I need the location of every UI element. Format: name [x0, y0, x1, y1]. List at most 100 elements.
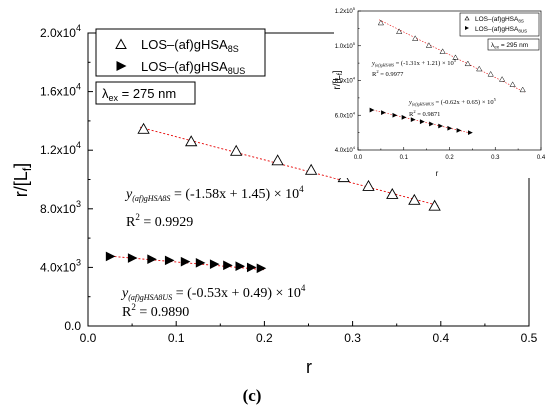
- main-x-tick-label: 0.3: [344, 331, 361, 345]
- inset-y-tick-label: 8.0x104: [335, 76, 356, 85]
- inset-point-8us: [419, 119, 425, 125]
- inset-chart: 0.0 0.1 0.2 0.3 0.4 4.0x104 6.0x104 8.0x104 1.0x…: [332, 6, 550, 178]
- inset-point-8s: [377, 19, 385, 26]
- main-y-tick-label: 1.2x104: [40, 140, 81, 157]
- main-point-8us: [256, 263, 267, 274]
- main-point-8s: [386, 187, 399, 199]
- inset-point-8s: [519, 86, 526, 93]
- main-point-8us: [180, 256, 191, 267]
- inset-excitation-label: λex = 295 nm: [487, 38, 540, 51]
- inset-point-8s: [498, 76, 506, 82]
- main-point-8us: [195, 258, 206, 268]
- main-y-tick-label: 0.0: [64, 319, 81, 333]
- inset-legend-marker-8s: [464, 15, 470, 21]
- inset-x-tick-label: 0.1: [400, 155, 409, 161]
- inset-y-tick-label: 1.2x105: [335, 6, 356, 15]
- main-r2-8us: R2 = 0.9890: [122, 302, 189, 320]
- inset-point-8us: [456, 127, 462, 133]
- main-point-8s: [304, 163, 318, 175]
- inset-r2-8us: R2 = 0.9871: [409, 109, 440, 118]
- main-x-tick-label: 0.1: [168, 331, 185, 345]
- main-y-tick-label: 1.6x104: [40, 82, 81, 99]
- inset-x-tick-label: 0.4: [537, 155, 546, 161]
- inset-point-8s: [509, 81, 516, 87]
- main-y-tick-label: 2.0x104: [40, 23, 81, 40]
- main-point-8s: [362, 179, 375, 191]
- inset-point-8us: [392, 112, 398, 118]
- main-point-8s: [271, 154, 284, 166]
- inset-x-tick-label: 0.3: [491, 155, 500, 161]
- main-point-8us: [105, 251, 116, 262]
- main-point-8s: [230, 144, 243, 156]
- main-point-8us: [127, 253, 138, 263]
- inset-excitation-text: λex = 295 nm: [491, 42, 528, 50]
- inset-point-8s: [425, 42, 433, 48]
- inset-y-tick-label: 6.0x104: [335, 110, 356, 119]
- inset-point-8s: [439, 48, 446, 54]
- inset-y-tick-label: 1.0x105: [335, 41, 356, 50]
- inset-point-8us: [381, 110, 386, 116]
- main-point-8us: [235, 261, 246, 272]
- main-point-8us: [223, 260, 233, 271]
- inset-point-8s: [464, 60, 471, 67]
- main-excitation-label: λex = 275 nm: [95, 81, 196, 105]
- inset-legend-label-8s: LOS–(af)gHSA8S: [475, 16, 524, 24]
- main-legend-label-8s: LOS–(af)gHSA8S: [141, 37, 239, 54]
- main-point-8s: [408, 193, 421, 205]
- inset-point-8us: [410, 117, 416, 122]
- inset-point-8us: [369, 107, 375, 113]
- inset-y-axis-label: r/[Lf]: [332, 70, 344, 89]
- inset-point-8s: [452, 54, 459, 60]
- inset-equation-8us: y(af)gHSA8US = (-0.62x + 0.65) × 105: [408, 97, 497, 107]
- inset-equation-8s: y(af)gHSA8S = (-1.31x + 1.21) × 105: [371, 58, 457, 68]
- inset-legend-box: [459, 12, 540, 37]
- inset-legend-label-8us: LOS–(af)gHSA8US: [475, 26, 527, 34]
- inset-point-8us: [438, 123, 444, 129]
- inset-point-8us: [467, 130, 473, 136]
- main-legend-marker-8s: [115, 38, 127, 49]
- main-point-8us: [147, 254, 157, 264]
- main-fit-line-8s: [139, 126, 439, 206]
- main-point-8s: [428, 199, 441, 211]
- inset-point-8us: [401, 114, 407, 120]
- main-point-8s: [137, 122, 150, 134]
- inset-point-8s: [487, 70, 494, 77]
- inset-data-points: [369, 19, 526, 136]
- inset-point-8s: [412, 35, 419, 41]
- inset-x-tick-label: 0.2: [445, 155, 454, 161]
- main-x-axis-label: r: [306, 357, 312, 377]
- main-x-tick-label: 0.0: [80, 331, 97, 345]
- main-x-tick-label: 0.5: [521, 331, 538, 345]
- main-x-tick-label: 0.4: [432, 331, 449, 345]
- main-point-8s: [185, 135, 198, 147]
- main-legend-label-8us: LOS–(af)gHSA8US: [141, 59, 245, 76]
- inset-excitation-box: [487, 38, 540, 51]
- inset-point-8s: [476, 65, 483, 72]
- inset-x-axis-label: r: [436, 169, 439, 178]
- inset-x-tick-label: 0.0: [354, 155, 363, 161]
- main-legend-marker-8us: [116, 61, 127, 71]
- main-y-tick-label: 4.0x103: [40, 257, 81, 274]
- main-point-8us: [209, 259, 220, 269]
- main-excitation-box: [95, 81, 196, 105]
- main-y-tick-label: 8.0x103: [40, 199, 81, 216]
- main-chart: 0.0 0.1 0.2 0.3 0.4 0.5 0.0 4.0x103 8.0x103 1.2x1…: [11, 23, 538, 377]
- main-excitation-text: λex = 275 nm: [102, 86, 176, 103]
- inset-point-8s: [396, 28, 403, 34]
- inset-r2-8s: R2 = 0.9977: [372, 69, 404, 78]
- inset-axes: 0.0 0.1 0.2 0.3 0.4 4.0x104 6.0x104 8.0x104 1.0x…: [335, 6, 546, 161]
- inset-legend: LOS–(af)gHSA8S LOS–(af)gHSA8US: [459, 12, 540, 37]
- main-y-axis-label: r/[Lf]: [11, 163, 34, 197]
- inset-y-tick-label: 4.0x104: [335, 145, 356, 154]
- main-r2-8s: R2 = 0.9929: [126, 212, 193, 230]
- main-axes: 0.0 0.1 0.2 0.3 0.4 0.5 0.0 4.0x103 8.0x103 1.2x1…: [40, 23, 538, 345]
- main-equation-8us: y(af)gHSA8US = (-0.53x + 0.49) × 104: [120, 283, 306, 302]
- inset-legend-marker-8us: [465, 26, 469, 30]
- inset-point-8us: [429, 121, 434, 127]
- main-point-8us: [164, 255, 175, 266]
- main-legend: LOS–(af)gHSA8S LOS–(af)gHSA8US: [95, 28, 266, 77]
- main-equation-8s: y(af)gHSA8S = (-1.58x + 1.45) × 104: [124, 184, 304, 203]
- main-point-8us: [246, 262, 257, 273]
- main-legend-box: [95, 28, 266, 77]
